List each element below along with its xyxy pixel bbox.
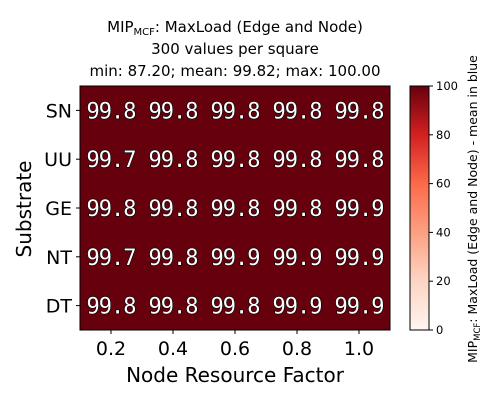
cell-value-label: 99.9 [335, 197, 384, 222]
y-tick-label: GE [45, 198, 72, 220]
heatmap-cell [266, 183, 329, 233]
heatmap-cell [266, 232, 329, 282]
cell-value-label: 99.8 [335, 148, 384, 173]
heatmap-cell [80, 86, 143, 136]
heatmap-cell [328, 232, 391, 282]
x-tick-label: 0.4 [158, 338, 188, 360]
colorbar-label: MIPMCF: MaxLoad (Edge and Node) - mean i… [465, 55, 483, 363]
cell-value-label: 99.8 [211, 197, 260, 222]
colorbar-tick-label: 100 [436, 79, 458, 93]
heatmap-cell [328, 86, 391, 136]
x-axis-label: Node Resource Factor [126, 363, 345, 387]
cell-value-label: 99.8 [273, 99, 322, 124]
heatmap-cell [266, 86, 329, 136]
heatmap-cell [204, 86, 267, 136]
cell-value-label: 99.8 [87, 197, 136, 222]
cell-value-label: 99.8 [335, 99, 384, 124]
colorbar [409, 85, 430, 331]
y-tick-label: SN [46, 100, 72, 122]
heatmap-cell [204, 232, 267, 282]
heatmap-cell [266, 281, 329, 331]
heatmap-cell [204, 183, 267, 233]
heatmap-plot-area: 99.8 99.8 99.8 99.8 99.8 99.7 99.8 99.8 99.8 99.8… [79, 85, 391, 331]
heatmap-cell [142, 183, 205, 233]
heatmap-cell [142, 86, 205, 136]
cell-value-label: 99.8 [149, 148, 198, 173]
heatmap-cell [80, 183, 143, 233]
cell-value-label: 99.9 [335, 246, 384, 271]
heatmap-cell [80, 232, 143, 282]
colorbar-tick-label: 80 [436, 128, 451, 142]
cell-value-label: 99.8 [149, 246, 198, 271]
colorbar-tick-label: 0 [436, 323, 443, 337]
colorbar-ticks: 0 20 40 60 80 100 [429, 79, 458, 337]
heatmap-cell [142, 134, 205, 185]
x-tick-label: 0.2 [96, 338, 126, 360]
cell-value-label: 99.8 [211, 295, 260, 320]
y-tick-label: UU [44, 149, 72, 171]
colorbar-tick-label: 40 [436, 225, 451, 239]
heatmap-cell [142, 232, 205, 282]
x-tick-label: 0.6 [220, 338, 250, 360]
cell-value-label: 99.7 [87, 148, 136, 173]
y-axis-label: Substrate [12, 161, 36, 258]
cell-value-label: 99.9 [273, 246, 322, 271]
y-tick-label: NT [46, 247, 72, 269]
cell-value-label: 99.9 [335, 295, 384, 320]
cell-value-label: 99.8 [149, 99, 198, 124]
heatmap-cell [80, 281, 143, 331]
cell-value-label: 99.8 [87, 99, 136, 124]
cell-value-label: 99.7 [87, 246, 136, 271]
cell-value-label: 99.8 [273, 197, 322, 222]
cell-value-label: 99.8 [149, 197, 198, 222]
chart-subtitle: 300 values per square [151, 40, 319, 58]
x-axis-ticks: 0.2 0.4 0.6 0.8 1.0 [96, 330, 374, 360]
cell-value-label: 99.8 [273, 148, 322, 173]
chart-title: MIPMCF: MaxLoad (Edge and Node) [107, 18, 363, 38]
heatmap-cell [80, 134, 143, 185]
cell-value-label: 99.9 [211, 246, 260, 271]
heatmap-cell [204, 134, 267, 185]
cell-value-label: 99.8 [211, 99, 260, 124]
chart-stats: min: 87.20; mean: 99.82; max: 100.00 [90, 62, 381, 80]
heatmap-cell [328, 281, 391, 331]
x-tick-label: 0.8 [282, 338, 312, 360]
cell-value-label: 99.8 [149, 295, 198, 320]
heatmap-cell [328, 134, 391, 185]
x-tick-label: 1.0 [344, 338, 374, 360]
colorbar-tick-label: 60 [436, 177, 451, 191]
y-axis-ticks: SN UU GE NT DT [44, 100, 80, 318]
heatmap-cell [142, 281, 205, 331]
y-tick-label: DT [46, 296, 73, 318]
cell-value-label: 99.8 [87, 295, 136, 320]
cell-value-label: 99.8 [211, 148, 260, 173]
cell-value-label: 99.9 [273, 295, 322, 320]
heatmap-cell [266, 134, 329, 185]
heatmap-cell [204, 281, 267, 331]
heatmap-cell [328, 183, 391, 233]
colorbar-tick-label: 20 [436, 274, 451, 288]
